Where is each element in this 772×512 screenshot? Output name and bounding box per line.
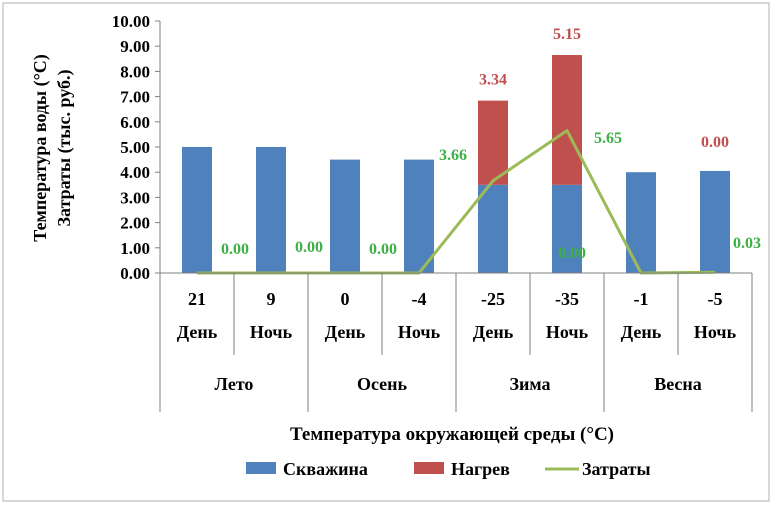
legend-swatch (246, 462, 276, 474)
legend-label: Скважина (283, 459, 368, 479)
bar-well (404, 159, 434, 273)
cost-data-label: 0.00 (558, 245, 586, 262)
x-tick-season: Зима (509, 374, 550, 394)
bar-well (330, 159, 360, 273)
x-tick-time: День (621, 322, 662, 342)
cost-data-label: 5.65 (594, 130, 622, 147)
y-tick-label: 9.00 (120, 37, 150, 56)
x-tick-time: День (325, 322, 366, 342)
cost-data-label: 0.00 (221, 241, 249, 258)
y-tick-label: 4.00 (120, 163, 150, 182)
x-tick-temp: -4 (412, 289, 427, 309)
x-tick-time: День (473, 322, 514, 342)
y-tick-label: 1.00 (120, 239, 150, 258)
y-tick-label: 0.00 (120, 264, 150, 283)
cost-data-label: 0.00 (369, 241, 397, 258)
bar-well (626, 172, 656, 273)
heating-data-label: 5.15 (553, 26, 581, 43)
x-tick-season: Весна (654, 374, 702, 394)
x-axis-title: Температура окружающей среды (°C) (290, 424, 614, 445)
y-axis-title: Температура воды (°C) Затраты (тыс. руб.… (30, 54, 75, 242)
y-tick-label: 8.00 (120, 62, 150, 81)
cost-data-label: 0.03 (733, 235, 761, 252)
legend: Скважина Нагрев Затраты (246, 459, 651, 479)
y-tick-label: 10.00 (112, 12, 150, 31)
heating-data-label: 0.00 (701, 134, 729, 151)
bar-well (478, 184, 508, 273)
bar-well (700, 170, 730, 273)
x-tick-time: Ночь (250, 322, 293, 342)
x-tick-temp: 9 (267, 289, 276, 309)
x-tick-temp: 21 (188, 289, 206, 309)
x-tick-temp: -35 (555, 289, 579, 309)
bar-well (256, 147, 286, 273)
x-tick-season: Осень (357, 374, 408, 394)
legend-swatch (414, 462, 444, 474)
x-tick-time: Ночь (546, 322, 589, 342)
y-tick-label: 5.00 (120, 138, 150, 157)
y-tick-label: 3.00 (120, 188, 150, 207)
y-axis-label-water-temp: Температура воды (°C) (30, 54, 51, 242)
x-tick-temp: -1 (634, 289, 649, 309)
y-tick-label: 7.00 (120, 88, 150, 107)
x-tick-time: Ночь (398, 322, 441, 342)
heating-data-label: 3.34 (479, 72, 507, 89)
legend-label: Нагрев (451, 459, 510, 479)
y-tick-label: 6.00 (120, 113, 150, 132)
x-tick-season: Лето (215, 374, 254, 394)
bar-well (182, 147, 212, 273)
cost-data-label: 3.66 (439, 147, 467, 164)
x-tick-temp: -5 (708, 289, 723, 309)
y-tick-label: 2.00 (120, 214, 150, 233)
bar-heating (478, 100, 508, 185)
legend-label: Затраты (582, 459, 651, 479)
bar-heating (552, 55, 582, 185)
bar-well (552, 184, 582, 273)
x-tick-time: День (177, 322, 218, 342)
x-tick-time: Ночь (694, 322, 737, 342)
y-axis-label-costs: Затраты (тыс. руб.) (54, 70, 75, 227)
x-tick-temp: 0 (341, 289, 350, 309)
x-tick-temp: -25 (481, 289, 505, 309)
cost-data-label: 0.00 (295, 239, 323, 256)
